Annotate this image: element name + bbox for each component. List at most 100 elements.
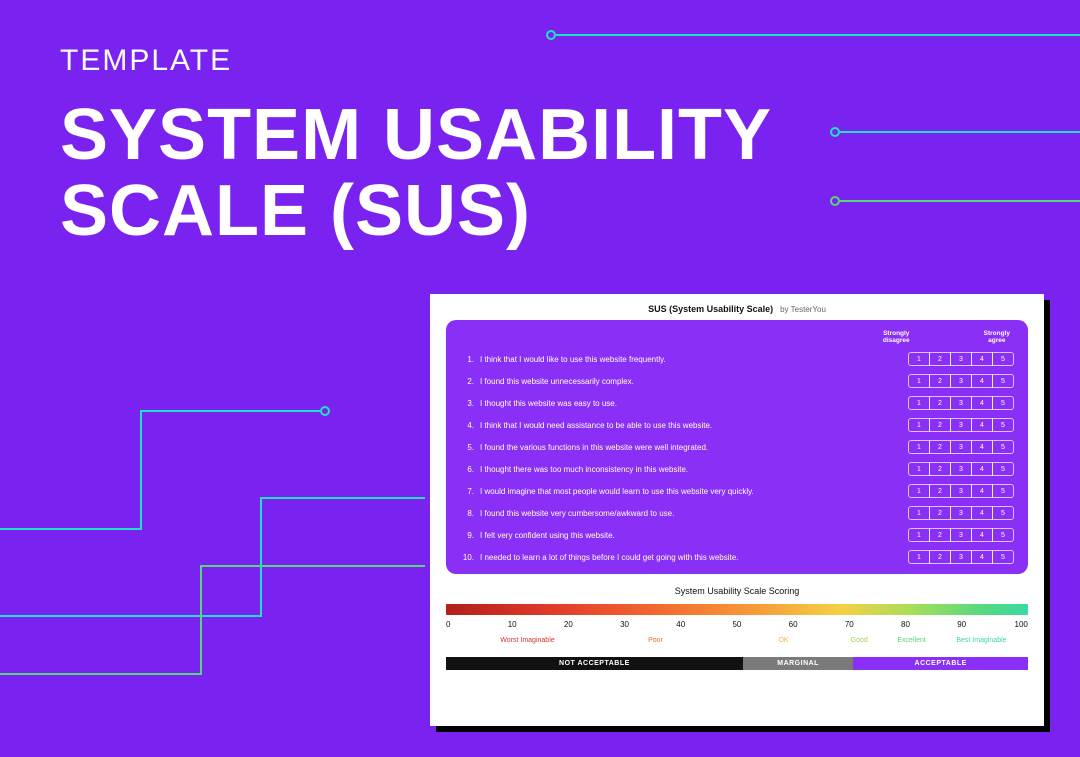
scale-cell[interactable]: 4	[971, 506, 993, 520]
scale-cell[interactable]: 3	[950, 506, 972, 520]
scale-cell[interactable]: 4	[971, 484, 993, 498]
question-label: I found the various functions in this we…	[480, 443, 708, 452]
scale-cell[interactable]: 2	[929, 484, 951, 498]
likert-scale: 12345	[908, 506, 1014, 520]
scale-cell[interactable]: 1	[908, 506, 930, 520]
question-number: 7.	[460, 487, 474, 496]
scale-cell[interactable]: 5	[992, 550, 1014, 564]
question-text: 7. I would imagine that most people would…	[460, 487, 754, 496]
question-number: 10.	[460, 553, 474, 562]
scale-cell[interactable]: 4	[971, 550, 993, 564]
scale-cell[interactable]: 5	[992, 418, 1014, 432]
scale-cell[interactable]: 1	[908, 550, 930, 564]
scale-cell[interactable]: 2	[929, 462, 951, 476]
scale-cell[interactable]: 2	[929, 418, 951, 432]
title-line-1: SYSTEM USABILITY	[60, 98, 772, 174]
tick-label: 50	[727, 620, 747, 629]
likert-scale: 12345	[908, 484, 1014, 498]
acceptability-segment: MARGINAL	[743, 657, 854, 670]
scale-cell[interactable]: 5	[992, 506, 1014, 520]
circuit-top-1	[546, 34, 1080, 44]
scale-cell[interactable]: 5	[992, 352, 1014, 366]
question-text: 9.I felt very confident using this websi…	[460, 531, 615, 540]
scale-cell[interactable]: 3	[950, 440, 972, 454]
scale-cell[interactable]: 1	[908, 396, 930, 410]
scale-cell[interactable]: 3	[950, 528, 972, 542]
question-row: 3.I thought this website was easy to use…	[460, 392, 1014, 414]
scale-cell[interactable]: 1	[908, 374, 930, 388]
question-number: 1.	[460, 355, 474, 364]
question-row: 5.I found the various functions in this …	[460, 436, 1014, 458]
scale-cell[interactable]: 3	[950, 352, 972, 366]
scale-cell[interactable]: 3	[950, 396, 972, 410]
title-line-2: SCALE (SUS)	[60, 174, 772, 250]
acceptability-segment: ACCEPTABLE	[853, 657, 1028, 670]
card-title-by: by TesterYou	[780, 305, 826, 314]
likert-scale: 12345	[908, 528, 1014, 542]
scale-cell[interactable]: 5	[992, 374, 1014, 388]
eyebrow: TEMPLATE	[60, 44, 772, 78]
header-strongly-disagree: Stronglydisagree	[883, 330, 910, 344]
scale-cell[interactable]: 4	[971, 440, 993, 454]
scale-cell[interactable]: 2	[929, 506, 951, 520]
tick-label: 30	[615, 620, 635, 629]
scale-cell[interactable]: 1	[908, 440, 930, 454]
likert-scale: 12345	[908, 462, 1014, 476]
canvas: TEMPLATE SYSTEM USABILITY SCALE (SUS) SU…	[0, 0, 1080, 757]
question-label: I would imagine that most people would l…	[480, 487, 754, 496]
scale-cell[interactable]: 5	[992, 396, 1014, 410]
scale-cell[interactable]: 2	[929, 396, 951, 410]
scale-cell[interactable]: 5	[992, 462, 1014, 476]
header: TEMPLATE SYSTEM USABILITY SCALE (SUS)	[60, 44, 772, 249]
question-text: 4.I think that I would need assistance t…	[460, 421, 712, 430]
tick-label: 20	[558, 620, 578, 629]
scale-cell[interactable]: 2	[929, 374, 951, 388]
question-label: I think that I would like to use this we…	[480, 355, 666, 364]
question-text: 1. I think that I would like to use this …	[460, 355, 666, 364]
scale-cell[interactable]: 4	[971, 528, 993, 542]
tick-label: 70	[839, 620, 859, 629]
question-text: 6.I thought there was too much inconsist…	[460, 465, 688, 474]
scale-cell[interactable]: 1	[908, 418, 930, 432]
scale-cell[interactable]: 5	[992, 484, 1014, 498]
scale-cell[interactable]: 4	[971, 396, 993, 410]
scale-cell[interactable]: 5	[992, 440, 1014, 454]
score-gradient-bar	[446, 604, 1028, 615]
scale-cell[interactable]: 1	[908, 484, 930, 498]
panel-header: Stronglydisagree Stronglyagree	[460, 330, 1014, 344]
scale-cell[interactable]: 1	[908, 462, 930, 476]
card-title-bold: SUS (System Usability Scale)	[648, 304, 773, 314]
scale-cell[interactable]: 4	[971, 352, 993, 366]
likert-scale: 12345	[908, 440, 1014, 454]
scale-cell[interactable]: 3	[950, 484, 972, 498]
likert-scale: 12345	[908, 374, 1014, 388]
circuit-left-3	[0, 565, 430, 675]
sus-card: SUS (System Usability Scale) by TesterYo…	[430, 294, 1044, 726]
question-row: 2.I found this website unnecessarily com…	[460, 370, 1014, 392]
scale-cell[interactable]: 2	[929, 528, 951, 542]
scale-cell[interactable]: 5	[992, 528, 1014, 542]
question-number: 8.	[460, 509, 474, 518]
scale-cell[interactable]: 3	[950, 550, 972, 564]
scale-cell[interactable]: 2	[929, 550, 951, 564]
scale-cell[interactable]: 2	[929, 440, 951, 454]
likert-scale: 12345	[908, 418, 1014, 432]
question-text: 5.I found the various functions in this …	[460, 443, 708, 452]
tick-label: 80	[896, 620, 916, 629]
scale-cell[interactable]: 1	[908, 528, 930, 542]
question-row: 4.I think that I would need assistance t…	[460, 414, 1014, 436]
scale-cell[interactable]: 4	[971, 374, 993, 388]
scale-cell[interactable]: 4	[971, 462, 993, 476]
question-number: 3.	[460, 399, 474, 408]
scale-cell[interactable]: 1	[908, 352, 930, 366]
question-row: 7. I would imagine that most people would…	[460, 480, 1014, 502]
header-strongly-agree: Stronglyagree	[984, 330, 1010, 344]
question-row: 6.I thought there was too much inconsist…	[460, 458, 1014, 480]
quality-label: Excellent	[897, 637, 925, 644]
scale-cell[interactable]: 3	[950, 462, 972, 476]
scale-cell[interactable]: 2	[929, 352, 951, 366]
scale-cell[interactable]: 4	[971, 418, 993, 432]
scale-cell[interactable]: 3	[950, 418, 972, 432]
scale-cell[interactable]: 3	[950, 374, 972, 388]
tick-label: 60	[783, 620, 803, 629]
